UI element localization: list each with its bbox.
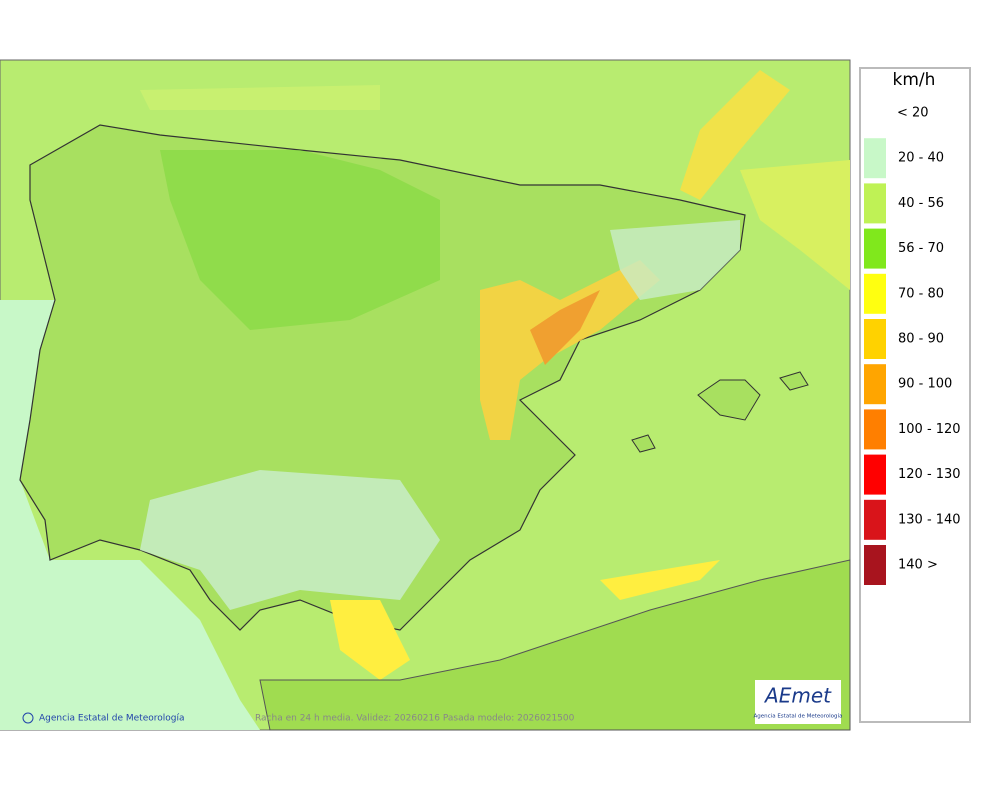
gust-zone — [330, 600, 410, 680]
legend-label: 120 - 130 — [898, 467, 961, 482]
calm-zone — [610, 220, 740, 300]
logo-name: AEmet — [763, 684, 832, 708]
north-africa — [259, 559, 851, 731]
calm-zone — [140, 470, 440, 610]
legend-swatch — [864, 364, 886, 405]
legend-label: < 20 — [897, 106, 929, 121]
credit: Agencia Estatal de Meteorología — [39, 714, 185, 724]
windy-zone — [160, 150, 440, 330]
legend-swatch — [864, 545, 886, 585]
legend-swatch — [864, 183, 886, 224]
gust-zone — [480, 260, 660, 440]
gust-zone — [680, 70, 790, 200]
map: Agencia Estatal de Meteorología Racha en… — [0, 59, 851, 731]
legend-label: 80 - 90 — [898, 332, 944, 347]
legend: km/h < 20 20 - 40 40 - 56 56 - 70 70 - 80 80 … — [859, 67, 971, 723]
menorca — [779, 371, 809, 391]
strong-gust-zone — [530, 290, 600, 365]
legend-label: 130 - 140 — [898, 512, 961, 527]
legend-label: 90 - 100 — [898, 377, 952, 392]
legend-swatch — [864, 273, 886, 314]
legend-swatch — [864, 499, 886, 540]
logo-subtitle: Agencia Estatal de Meteorología — [754, 713, 843, 720]
logo-box — [755, 680, 841, 724]
sea-zone — [740, 160, 850, 290]
legend-label: 70 - 80 — [898, 286, 944, 301]
gust-zone — [600, 560, 720, 600]
legend-swatch — [864, 454, 886, 495]
legend-swatch — [864, 228, 886, 269]
legend-label: 20 - 40 — [898, 151, 944, 166]
legend-title: km/h — [893, 70, 936, 90]
legend-label: 140 > — [898, 558, 938, 573]
ibiza — [631, 434, 656, 453]
mallorca — [697, 379, 761, 421]
legend-swatch — [864, 409, 886, 450]
legend-swatch — [864, 319, 886, 359]
sea-zone — [140, 85, 380, 110]
caption: Racha en 24 h media. Validez: 20260216 P… — [255, 714, 575, 724]
legend-swatch — [864, 138, 886, 179]
legend-label: 100 - 120 — [898, 422, 961, 437]
legend-label: 40 - 56 — [898, 196, 944, 211]
calm-sea — [0, 300, 260, 730]
copyright-icon — [22, 712, 34, 724]
legend-label: 56 - 70 — [898, 241, 944, 256]
